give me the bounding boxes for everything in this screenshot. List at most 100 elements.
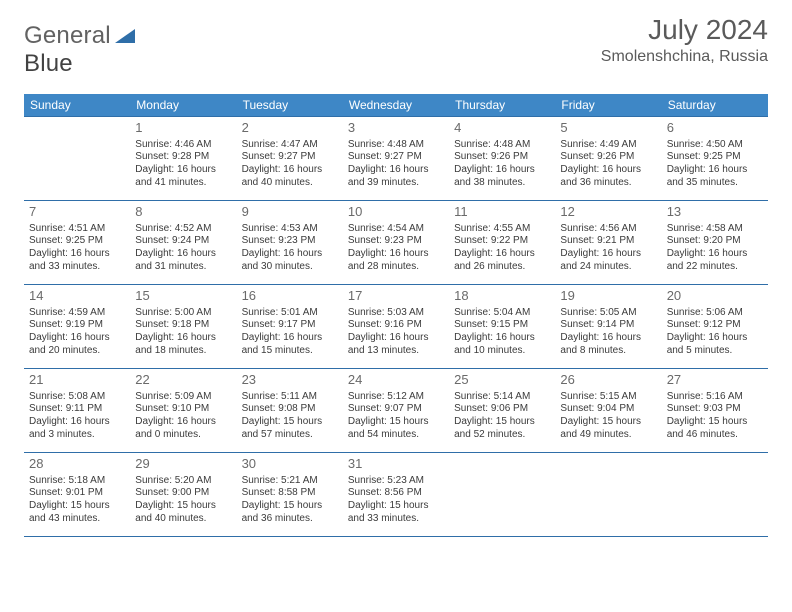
day-number: 15 (135, 288, 231, 305)
sunset-line: Sunset: 9:17 PM (242, 319, 338, 332)
calendar-cell: 29Sunrise: 5:20 AMSunset: 9:00 PMDayligh… (130, 453, 236, 537)
calendar-cell: 15Sunrise: 5:00 AMSunset: 9:18 PMDayligh… (130, 285, 236, 369)
calendar-cell: 2Sunrise: 4:47 AMSunset: 9:27 PMDaylight… (237, 117, 343, 201)
daylight-line: Daylight: 16 hours and 24 minutes. (560, 248, 656, 274)
calendar-week-row: 14Sunrise: 4:59 AMSunset: 9:19 PMDayligh… (24, 285, 768, 369)
day-number: 21 (29, 372, 125, 389)
day-number: 25 (454, 372, 550, 389)
sunset-line: Sunset: 9:01 PM (29, 487, 125, 500)
calendar-cell: 20Sunrise: 5:06 AMSunset: 9:12 PMDayligh… (662, 285, 768, 369)
daylight-line: Daylight: 16 hours and 13 minutes. (348, 332, 444, 358)
sunset-line: Sunset: 9:04 PM (560, 403, 656, 416)
sunset-line: Sunset: 9:25 PM (667, 151, 763, 164)
weekday-header: Tuesday (237, 94, 343, 117)
calendar-cell: 26Sunrise: 5:15 AMSunset: 9:04 PMDayligh… (555, 369, 661, 453)
daylight-line: Daylight: 15 hours and 33 minutes. (348, 500, 444, 526)
sunrise-line: Sunrise: 4:46 AM (135, 139, 231, 152)
calendar-cell: 13Sunrise: 4:58 AMSunset: 9:20 PMDayligh… (662, 201, 768, 285)
day-number: 13 (667, 204, 763, 221)
calendar-cell (662, 453, 768, 537)
day-number: 12 (560, 204, 656, 221)
day-number: 2 (242, 120, 338, 137)
weekday-header: Wednesday (343, 94, 449, 117)
day-number: 14 (29, 288, 125, 305)
sunrise-line: Sunrise: 5:09 AM (135, 391, 231, 404)
sunset-line: Sunset: 9:26 PM (560, 151, 656, 164)
weekday-header: Saturday (662, 94, 768, 117)
sunrise-line: Sunrise: 4:49 AM (560, 139, 656, 152)
day-number: 4 (454, 120, 550, 137)
daylight-line: Daylight: 16 hours and 15 minutes. (242, 332, 338, 358)
sunrise-line: Sunrise: 5:05 AM (560, 307, 656, 320)
daylight-line: Daylight: 15 hours and 57 minutes. (242, 416, 338, 442)
day-number: 23 (242, 372, 338, 389)
sunset-line: Sunset: 9:16 PM (348, 319, 444, 332)
calendar-week-row: 7Sunrise: 4:51 AMSunset: 9:25 PMDaylight… (24, 201, 768, 285)
daylight-line: Daylight: 16 hours and 20 minutes. (29, 332, 125, 358)
daylight-line: Daylight: 16 hours and 18 minutes. (135, 332, 231, 358)
daylight-line: Daylight: 16 hours and 8 minutes. (560, 332, 656, 358)
day-number: 28 (29, 456, 125, 473)
weekday-header: Friday (555, 94, 661, 117)
sunrise-line: Sunrise: 5:16 AM (667, 391, 763, 404)
calendar-cell: 14Sunrise: 4:59 AMSunset: 9:19 PMDayligh… (24, 285, 130, 369)
daylight-line: Daylight: 16 hours and 28 minutes. (348, 248, 444, 274)
sunrise-line: Sunrise: 4:47 AM (242, 139, 338, 152)
sunset-line: Sunset: 9:12 PM (667, 319, 763, 332)
sunrise-line: Sunrise: 4:48 AM (348, 139, 444, 152)
calendar-cell: 9Sunrise: 4:53 AMSunset: 9:23 PMDaylight… (237, 201, 343, 285)
sunset-line: Sunset: 9:22 PM (454, 235, 550, 248)
day-number: 31 (348, 456, 444, 473)
sunrise-line: Sunrise: 4:51 AM (29, 223, 125, 236)
calendar-header-row: SundayMondayTuesdayWednesdayThursdayFrid… (24, 94, 768, 117)
daylight-line: Daylight: 16 hours and 30 minutes. (242, 248, 338, 274)
daylight-line: Daylight: 15 hours and 52 minutes. (454, 416, 550, 442)
sunset-line: Sunset: 9:06 PM (454, 403, 550, 416)
day-number: 9 (242, 204, 338, 221)
weekday-header: Thursday (449, 94, 555, 117)
brand-logo: GeneralBlue (24, 22, 135, 78)
calendar-cell: 16Sunrise: 5:01 AMSunset: 9:17 PMDayligh… (237, 285, 343, 369)
sunset-line: Sunset: 9:03 PM (667, 403, 763, 416)
sunset-line: Sunset: 9:20 PM (667, 235, 763, 248)
day-number: 19 (560, 288, 656, 305)
day-number: 1 (135, 120, 231, 137)
calendar-cell: 12Sunrise: 4:56 AMSunset: 9:21 PMDayligh… (555, 201, 661, 285)
daylight-line: Daylight: 16 hours and 31 minutes. (135, 248, 231, 274)
sunset-line: Sunset: 9:21 PM (560, 235, 656, 248)
page-title: July 2024 (601, 14, 768, 46)
day-number: 24 (348, 372, 444, 389)
header: GeneralBlue July 2024 Smolenshchina, Rus… (24, 14, 768, 78)
sunset-line: Sunset: 9:15 PM (454, 319, 550, 332)
daylight-line: Daylight: 16 hours and 26 minutes. (454, 248, 550, 274)
day-number: 30 (242, 456, 338, 473)
day-number: 22 (135, 372, 231, 389)
sunrise-line: Sunrise: 4:50 AM (667, 139, 763, 152)
calendar-cell (555, 453, 661, 537)
calendar-cell: 27Sunrise: 5:16 AMSunset: 9:03 PMDayligh… (662, 369, 768, 453)
calendar-cell: 11Sunrise: 4:55 AMSunset: 9:22 PMDayligh… (449, 201, 555, 285)
sunset-line: Sunset: 9:11 PM (29, 403, 125, 416)
sunset-line: Sunset: 9:00 PM (135, 487, 231, 500)
daylight-line: Daylight: 16 hours and 40 minutes. (242, 164, 338, 190)
title-block: July 2024 Smolenshchina, Russia (601, 14, 768, 66)
calendar-week-row: 28Sunrise: 5:18 AMSunset: 9:01 PMDayligh… (24, 453, 768, 537)
daylight-line: Daylight: 15 hours and 36 minutes. (242, 500, 338, 526)
calendar-body: 1 Sunrise: 4:46 AMSunset: 9:28 PM Daylight… (24, 117, 768, 537)
calendar-cell: 10Sunrise: 4:54 AMSunset: 9:23 PMDayligh… (343, 201, 449, 285)
sunset-line: Sunset: 9:23 PM (242, 235, 338, 248)
sunset-line: Sunset: 9:23 PM (348, 235, 444, 248)
sunset-line: Sunset: 9:28 PM (135, 151, 231, 164)
daylight-line: Daylight: 15 hours and 54 minutes. (348, 416, 444, 442)
calendar-cell: 3Sunrise: 4:48 AMSunset: 9:27 PMDaylight… (343, 117, 449, 201)
daylight-line: Daylight: 15 hours and 43 minutes. (29, 500, 125, 526)
sunrise-line: Sunrise: 5:15 AM (560, 391, 656, 404)
daylight-line: Daylight: 16 hours and 35 minutes. (667, 164, 763, 190)
sunset-line: Sunset: 9:24 PM (135, 235, 231, 248)
day-number: 29 (135, 456, 231, 473)
calendar-cell: 31Sunrise: 5:23 AMSunset: 8:56 PMDayligh… (343, 453, 449, 537)
sunrise-line: Sunrise: 5:04 AM (454, 307, 550, 320)
sunrise-line: Sunrise: 5:14 AM (454, 391, 550, 404)
day-number: 16 (242, 288, 338, 305)
day-number: 7 (29, 204, 125, 221)
